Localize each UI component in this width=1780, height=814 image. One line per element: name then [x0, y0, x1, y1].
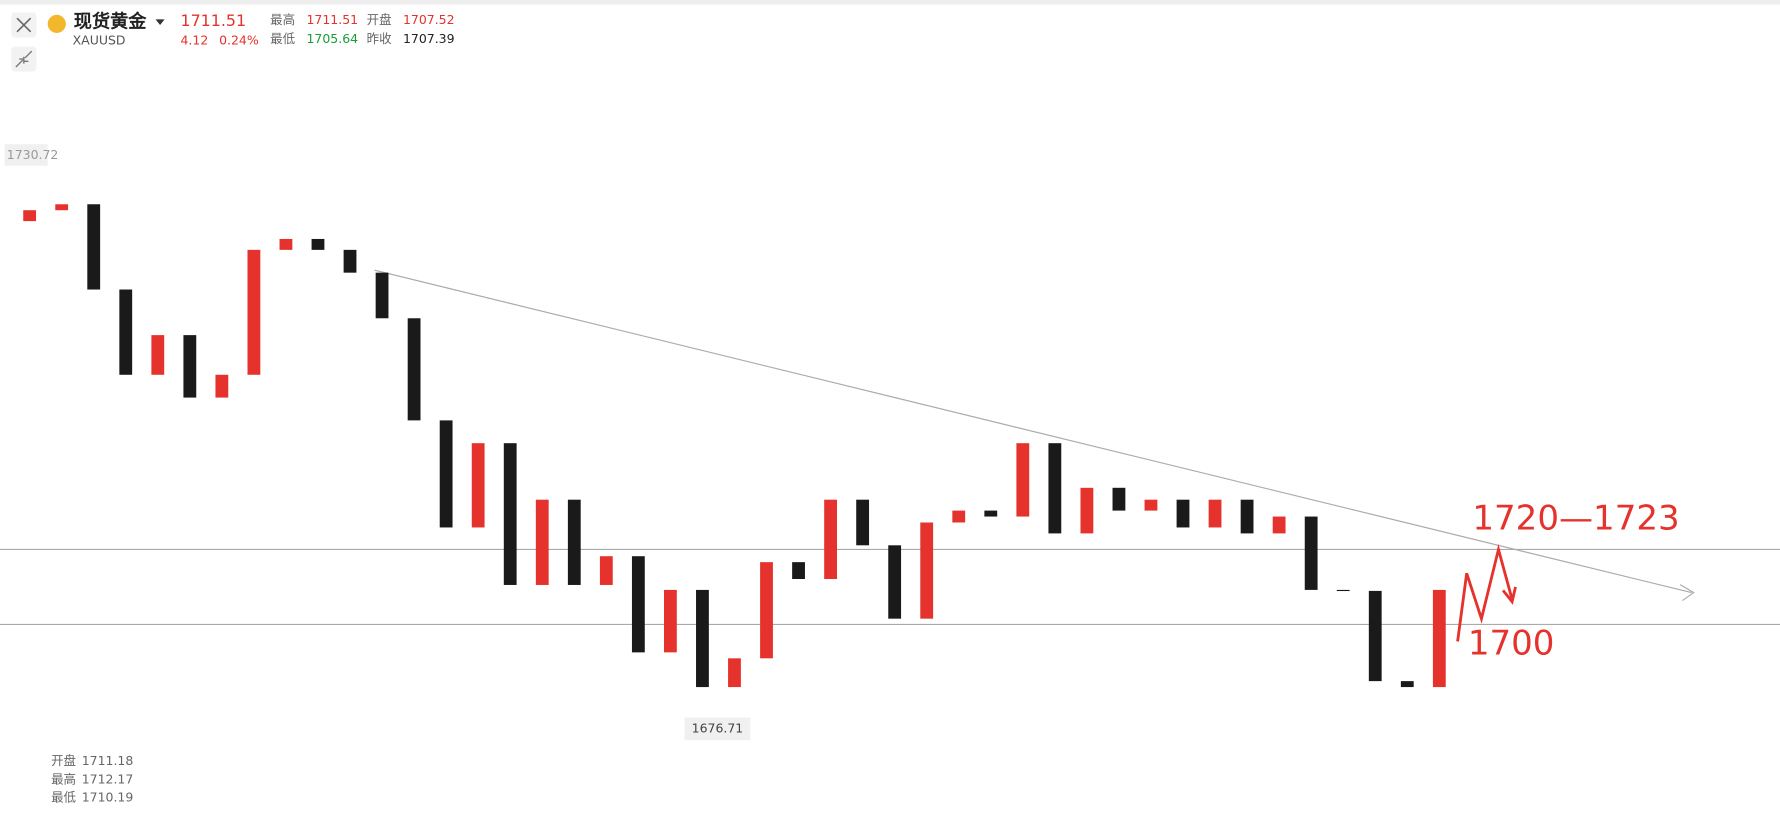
candle	[471, 443, 485, 528]
stat-label: 最高	[270, 12, 295, 27]
candle	[1336, 589, 1350, 592]
candle	[1304, 516, 1318, 590]
candle	[55, 204, 69, 211]
candle	[984, 510, 998, 517]
high-label: 1730.72	[7, 147, 59, 162]
candle	[1176, 499, 1190, 528]
candle	[23, 210, 37, 222]
candle	[1432, 589, 1446, 688]
candle	[631, 556, 645, 653]
symbol: XAUUSD	[73, 32, 126, 47]
candle	[183, 335, 197, 398]
candle	[1016, 443, 1030, 517]
stat-label: 昨收	[367, 31, 392, 46]
candle	[952, 510, 966, 523]
candle	[888, 545, 902, 619]
stat-value: 1711.51	[307, 12, 359, 27]
candle	[1144, 499, 1158, 511]
candle	[535, 499, 549, 585]
candle	[407, 318, 421, 421]
candle	[663, 589, 677, 653]
candle	[87, 204, 101, 290]
candle	[599, 556, 613, 585]
candle	[1240, 499, 1254, 534]
low-label-box	[684, 717, 751, 741]
tooltip-label: 最高	[51, 771, 76, 786]
candle	[503, 443, 517, 585]
candle	[567, 499, 581, 585]
candle	[119, 289, 133, 375]
shrink-icon	[15, 50, 33, 68]
top-bar	[0, 0, 1780, 5]
dropdown[interactable]	[155, 19, 165, 26]
candle	[311, 238, 325, 250]
candle	[696, 589, 709, 688]
stat-value: 1707.52	[403, 12, 455, 27]
stat-value: 1705.64	[307, 31, 359, 46]
instrument-name: 现货黄金	[74, 11, 147, 33]
candle	[151, 335, 165, 375]
candle	[1048, 443, 1062, 534]
tooltip-value: 1712.17	[82, 771, 134, 786]
candle	[1208, 499, 1222, 528]
change: 4.12	[180, 32, 208, 47]
tooltip-value: 1710.19	[82, 790, 134, 805]
trend-line	[374, 269, 1695, 602]
stat-label: 开盘	[367, 12, 392, 27]
candle	[439, 420, 453, 528]
gold-icon	[47, 14, 66, 33]
close-icon	[16, 17, 32, 33]
candle	[1112, 487, 1126, 511]
tooltip-label: 最低	[51, 790, 76, 805]
candle	[920, 522, 934, 619]
tooltip-value: 1711.18	[82, 753, 134, 768]
candle	[1080, 487, 1094, 534]
high-label-box	[4, 144, 48, 166]
change-pct: 0.24%	[219, 32, 259, 47]
candle	[343, 249, 357, 273]
candle	[760, 562, 773, 659]
stat-label: 最低	[270, 31, 295, 46]
candle	[279, 238, 293, 250]
candle	[1368, 590, 1382, 682]
annotation: 1700	[1468, 623, 1555, 663]
candle	[792, 562, 805, 580]
candle	[215, 374, 229, 398]
candle	[856, 499, 870, 546]
stat-value: 1707.39	[403, 31, 455, 46]
candle	[247, 249, 261, 375]
annotation: 1720—1723	[1472, 498, 1679, 538]
candle	[1272, 516, 1286, 534]
candles	[23, 204, 1446, 688]
low-label: 1676.71	[692, 720, 744, 735]
price: 1711.51	[180, 11, 246, 30]
candle	[375, 272, 389, 319]
candle	[1400, 681, 1414, 688]
candle	[728, 658, 741, 688]
forecast-arrow	[1456, 543, 1517, 642]
tooltip-label: 开盘	[51, 753, 76, 768]
candle	[824, 499, 837, 580]
